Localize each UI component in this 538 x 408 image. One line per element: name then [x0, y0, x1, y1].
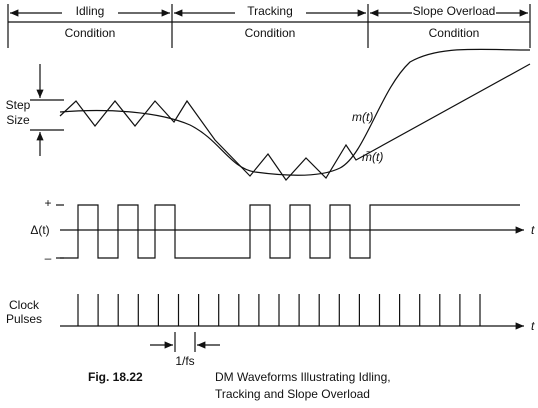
minus-label: – [45, 251, 52, 265]
caption-line: DM Waveforms Illustrating Idling, [215, 370, 391, 384]
step-size-marker [30, 64, 64, 156]
region-label: Condition [429, 26, 480, 40]
approx-label: m̄(t) [362, 150, 383, 164]
region-header [7, 4, 531, 48]
signal-curve [59, 48, 531, 176]
step-label: Size [6, 113, 30, 127]
error-signal [56, 204, 524, 259]
region-name: Tracking [247, 4, 293, 18]
period-label: 1/fs [175, 354, 194, 368]
plus-label: + [44, 196, 51, 210]
error-label: Δ(t) [30, 223, 49, 237]
region-label: Condition [245, 26, 296, 40]
clock-label: Pulses [6, 312, 42, 326]
region-name: Slope Overload [413, 4, 496, 18]
clock-label: Clock [9, 298, 40, 312]
period-marker [150, 332, 220, 352]
axis-label: t [531, 319, 535, 333]
caption-line: Tracking and Slope Overload [215, 387, 370, 401]
staircase-approximation [59, 63, 531, 181]
step-label: Step [6, 98, 31, 112]
signal-label: m(t) [352, 110, 373, 124]
caption-number: Fig. 18.22 [88, 370, 143, 384]
clock-pulses [60, 294, 524, 330]
region-name: Idling [76, 4, 105, 18]
axis-label: t [531, 223, 535, 237]
region-label: Condition [65, 26, 116, 40]
